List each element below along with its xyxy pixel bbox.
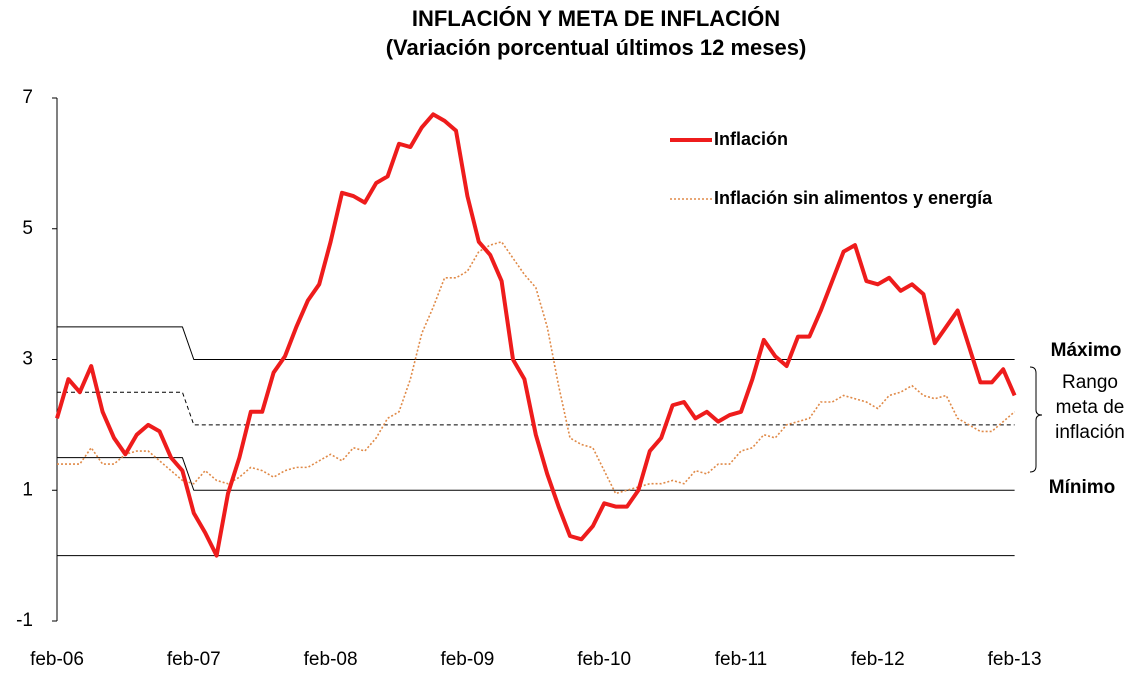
annotation: Mínimo — [1049, 477, 1116, 498]
annotation: inflación — [1055, 422, 1125, 443]
annotation: Rango — [1062, 372, 1118, 393]
x-tick-label: feb-13 — [988, 649, 1042, 670]
series-line — [57, 457, 1015, 491]
legend-label: Inflación sin alimentos y energía — [714, 188, 993, 208]
x-tick-label: feb-11 — [715, 649, 767, 670]
annotation: meta de — [1056, 397, 1125, 418]
y-tick-label: 5 — [22, 218, 33, 239]
y-tick-label: 7 — [22, 87, 33, 108]
x-tick-label: feb-08 — [304, 649, 358, 670]
y-tick-label: 3 — [22, 349, 33, 370]
series-line — [57, 391, 1015, 426]
x-tick-label: feb-10 — [577, 649, 631, 670]
chart-subtitle: (Variación porcentual últimos 12 meses) — [386, 35, 807, 60]
x-tick-label: feb-06 — [30, 649, 84, 670]
annotation: Máximo — [1051, 340, 1122, 361]
x-tick-label: feb-09 — [440, 649, 494, 670]
y-tick-label: -1 — [16, 610, 33, 631]
series-line — [57, 241, 1016, 495]
x-tick-label: feb-07 — [167, 649, 221, 670]
x-tick-label: feb-12 — [851, 649, 905, 670]
series-line — [57, 326, 1015, 360]
range-brace — [1029, 366, 1043, 473]
chart-title: INFLACIÓN Y META DE INFLACIÓN — [412, 6, 780, 31]
legend-label: Inflación — [714, 129, 788, 149]
y-tick-label: 1 — [22, 479, 33, 500]
series-line — [55, 112, 1017, 558]
